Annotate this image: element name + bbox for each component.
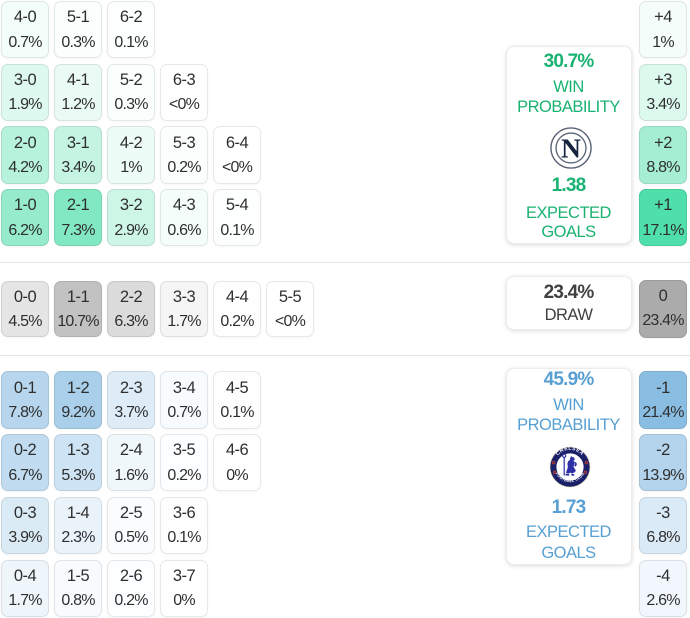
svg-text:N: N [561, 132, 581, 163]
svg-text:CHELSEA: CHELSEA [554, 446, 584, 457]
